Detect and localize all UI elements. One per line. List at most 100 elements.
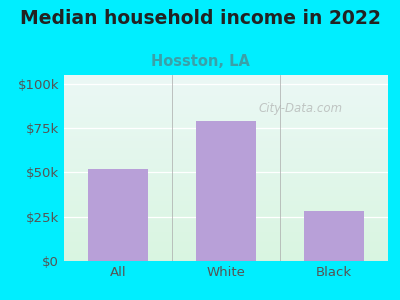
Bar — [64, 113, 388, 114]
Bar — [64, 257, 388, 258]
Bar — [64, 230, 388, 231]
Bar — [64, 240, 388, 241]
Bar — [64, 84, 388, 85]
Bar — [64, 227, 388, 229]
Bar — [64, 224, 388, 225]
Bar — [64, 163, 388, 164]
Bar — [196, 121, 256, 261]
Bar — [64, 212, 388, 213]
Bar — [64, 120, 388, 121]
Bar — [64, 237, 388, 238]
Bar — [64, 82, 388, 83]
Bar — [64, 100, 388, 101]
Bar — [64, 242, 388, 243]
Bar — [64, 149, 388, 150]
Bar — [304, 212, 364, 261]
Text: City-Data.com: City-Data.com — [258, 102, 342, 115]
Bar — [64, 87, 388, 88]
Bar — [64, 182, 388, 183]
Bar — [64, 128, 388, 129]
Bar — [64, 186, 388, 187]
Bar — [64, 185, 388, 186]
Bar — [64, 157, 388, 158]
Bar — [64, 170, 388, 171]
Bar — [64, 190, 388, 191]
Bar — [64, 221, 388, 222]
Bar — [64, 259, 388, 260]
Bar — [64, 92, 388, 93]
Bar — [64, 200, 388, 202]
Text: Median household income in 2022: Median household income in 2022 — [20, 9, 380, 28]
Bar — [64, 178, 388, 179]
Bar — [64, 117, 388, 118]
Bar — [64, 132, 388, 133]
Bar — [64, 156, 388, 157]
Bar — [64, 192, 388, 193]
Bar — [64, 90, 388, 91]
Bar — [64, 176, 388, 177]
Bar — [64, 203, 388, 204]
Bar — [64, 244, 388, 245]
Bar — [64, 235, 388, 236]
Bar — [64, 258, 388, 259]
Bar — [64, 105, 388, 106]
Bar — [64, 116, 388, 117]
Bar — [64, 127, 388, 128]
Bar — [64, 83, 388, 84]
Bar — [64, 241, 388, 242]
Bar — [64, 141, 388, 142]
Bar — [64, 225, 388, 226]
Bar — [64, 174, 388, 175]
Bar — [64, 94, 388, 95]
Text: Hosston, LA: Hosston, LA — [150, 54, 250, 69]
Bar — [64, 162, 388, 163]
Bar — [64, 189, 388, 190]
Bar — [64, 255, 388, 256]
Bar — [64, 236, 388, 237]
Bar — [64, 216, 388, 217]
Bar — [64, 99, 388, 100]
Bar — [64, 214, 388, 215]
Bar — [64, 77, 388, 78]
Bar — [64, 187, 388, 188]
Bar — [64, 152, 388, 153]
Bar — [64, 104, 388, 105]
Bar — [64, 91, 388, 92]
Bar — [64, 219, 388, 220]
Bar — [64, 151, 388, 152]
Bar — [64, 194, 388, 195]
Bar — [64, 98, 388, 99]
Bar — [64, 175, 388, 176]
Bar — [64, 188, 388, 189]
Bar — [64, 159, 388, 160]
Bar — [64, 138, 388, 139]
Bar — [64, 233, 388, 234]
Bar — [64, 247, 388, 248]
Bar — [64, 199, 388, 200]
Bar — [64, 89, 388, 90]
Bar — [64, 130, 388, 131]
Bar — [64, 78, 388, 79]
Bar — [64, 220, 388, 221]
Bar — [64, 218, 388, 219]
Bar — [64, 207, 388, 208]
Bar — [64, 145, 388, 146]
Bar — [64, 131, 388, 132]
Bar — [64, 154, 388, 155]
Bar — [64, 232, 388, 233]
Bar — [64, 119, 388, 120]
Bar — [64, 229, 388, 230]
Bar — [64, 195, 388, 196]
Bar — [64, 239, 388, 240]
Bar — [64, 108, 388, 109]
Bar — [64, 204, 388, 205]
Bar — [64, 193, 388, 194]
Bar — [64, 112, 388, 113]
Bar — [64, 80, 388, 81]
Bar — [64, 75, 388, 76]
Bar — [64, 114, 388, 115]
Bar — [64, 202, 388, 203]
Bar — [64, 217, 388, 218]
Bar — [64, 243, 388, 244]
Bar — [64, 93, 388, 94]
